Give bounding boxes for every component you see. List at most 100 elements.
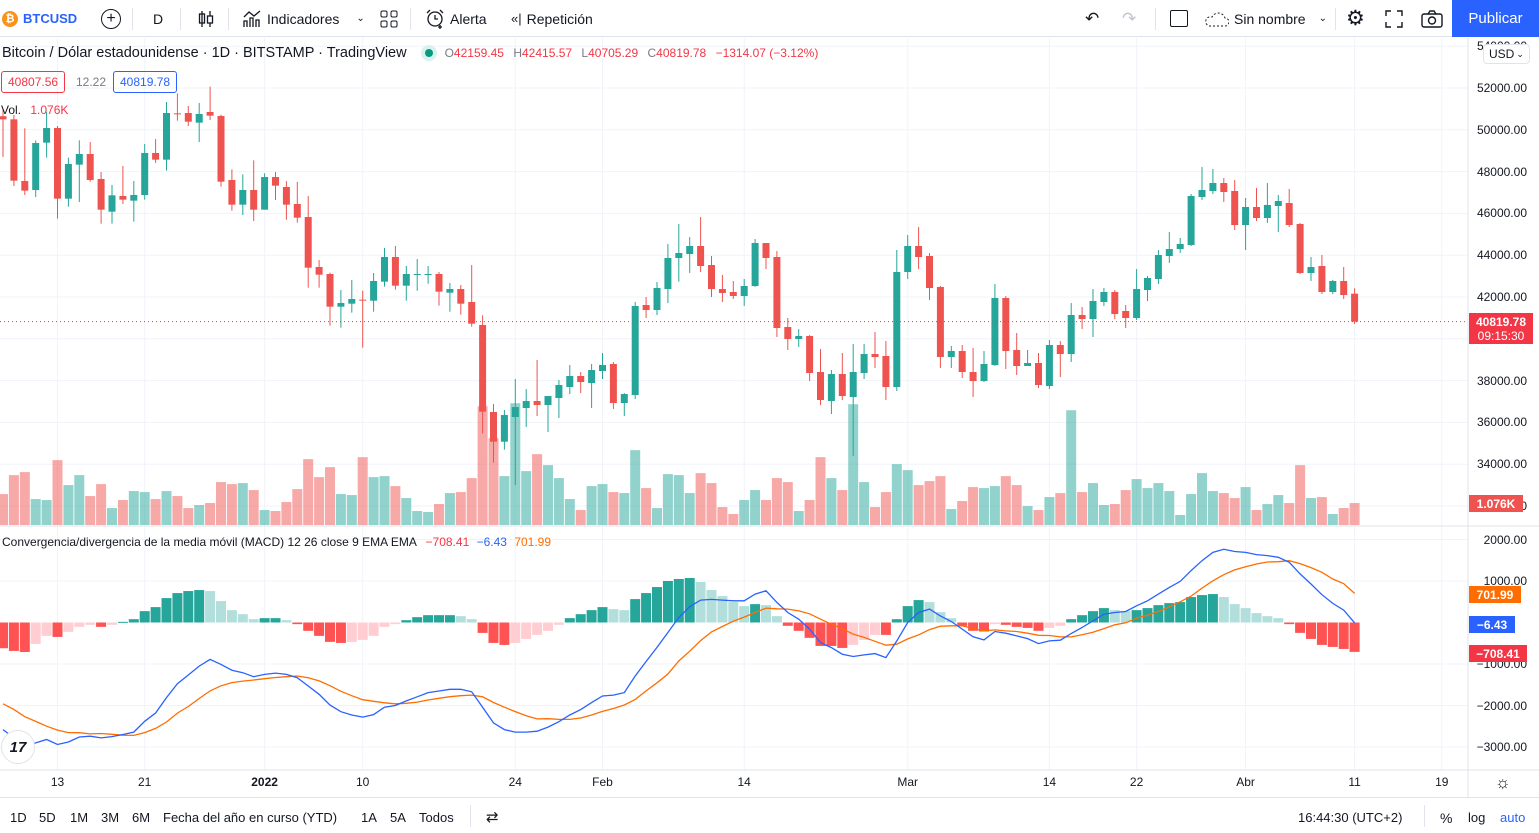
range-5y[interactable]: 5A: [390, 810, 406, 825]
macd-histogram-bar: [1066, 619, 1077, 623]
candle-body: [947, 351, 955, 358]
candle-body: [969, 372, 977, 382]
publish-button[interactable]: Publicar: [1452, 0, 1539, 37]
volume-bar: [1251, 510, 1262, 525]
range-1y[interactable]: 1A: [361, 810, 377, 825]
symbol-title[interactable]: Bitcoin / Dólar estadounidense · 1D · BI…: [2, 45, 407, 61]
candle-body: [424, 274, 432, 276]
compare-symbol-button[interactable]: +: [101, 0, 121, 37]
volume-bar: [85, 496, 96, 525]
volume-bar: [1033, 510, 1044, 525]
settings-button[interactable]: ⚙: [1346, 0, 1365, 37]
undo-button[interactable]: ↶: [1085, 0, 1099, 37]
replay-button[interactable]: «| Repetición: [511, 0, 593, 37]
camera-icon: [1421, 9, 1443, 28]
macd-histogram-bar: [1284, 622, 1295, 625]
time-tick-label: 11: [1348, 775, 1361, 789]
macd-histogram-bar: [1186, 597, 1197, 623]
macd-histogram-bar: [1000, 622, 1011, 625]
candle-body: [664, 258, 672, 290]
square-icon: [1170, 10, 1188, 27]
go-to-date-button[interactable]: ⇄: [486, 808, 499, 826]
candle-body: [21, 181, 29, 191]
volume-bar: [771, 478, 782, 525]
tradingview-logo-icon: 17: [9, 738, 27, 756]
candle-body: [381, 256, 388, 282]
layout-button[interactable]: [1170, 0, 1188, 37]
range-6m[interactable]: 6M: [132, 810, 151, 825]
alert-button[interactable]: Alerta: [425, 0, 487, 37]
range-ytd[interactable]: Fecha del año en curso (YTD): [163, 810, 338, 825]
range-all[interactable]: Todos: [419, 810, 454, 825]
sell-price-button[interactable]: 40807.56: [1, 71, 66, 93]
fullscreen-button[interactable]: [1385, 0, 1403, 37]
macd-histogram-bar: [913, 600, 924, 623]
divider: [470, 805, 471, 827]
indicators-button[interactable]: Indicadores ⌄: [242, 0, 365, 37]
volume-bar: [1131, 479, 1142, 525]
macd-title[interactable]: Convergencia/divergencia de la media móv…: [2, 535, 417, 549]
macd-histogram-bar: [390, 622, 401, 625]
buy-price-button[interactable]: 40819.78: [113, 71, 178, 93]
macd-histogram-bar: [564, 618, 575, 623]
chevron-down-icon[interactable]: ⌄: [356, 13, 365, 24]
volume-bar: [989, 486, 1000, 525]
macd-histogram-bar: [30, 622, 41, 644]
tradingview-logo[interactable]: 17: [1, 730, 35, 764]
log-scale-toggle[interactable]: log: [1468, 810, 1486, 825]
candle-body: [1263, 204, 1271, 218]
macd-histogram-bar: [510, 622, 521, 643]
templates-button[interactable]: [380, 0, 398, 37]
macd-histogram-bar: [303, 622, 314, 631]
candle-body: [64, 163, 72, 199]
layout-name-button[interactable]: Sin nombre ⌄: [1205, 0, 1327, 37]
candle-body: [577, 376, 585, 383]
volume-bar: [379, 476, 390, 525]
symbol-search-button[interactable]: ₿ BTCUSD: [2, 0, 77, 37]
candle-body: [1231, 190, 1239, 225]
candle-body: [1209, 183, 1217, 191]
divider: [132, 8, 133, 30]
percent-scale-toggle[interactable]: %: [1440, 810, 1453, 826]
macd-histogram-bar: [455, 616, 466, 623]
interval-button[interactable]: D: [153, 0, 163, 37]
chart-settings-button[interactable]: ☼: [1495, 773, 1511, 793]
candle-body: [1089, 301, 1097, 320]
currency-button[interactable]: USD ⌄: [1483, 44, 1530, 64]
volume-bar: [532, 454, 543, 525]
auto-scale-toggle[interactable]: auto: [1500, 810, 1526, 825]
volume-label[interactable]: Vol.: [1, 103, 22, 117]
volume-bar: [477, 406, 488, 525]
macd-histogram-bar: [880, 622, 891, 635]
macd-histogram-bar: [1251, 613, 1262, 623]
macd-histogram-bar: [870, 622, 880, 635]
candle-body: [980, 364, 988, 382]
macd-histogram-bar: [139, 611, 150, 623]
macd-histogram-bar: [641, 593, 652, 623]
snapshot-button[interactable]: [1421, 0, 1443, 37]
range-5d[interactable]: 5D: [39, 810, 56, 825]
clock-timezone[interactable]: 16:44:30 (UTC+2): [1298, 810, 1403, 825]
candle-body: [718, 289, 726, 294]
volume-bar: [357, 457, 368, 525]
volume-bar: [314, 477, 325, 525]
volume-bar: [74, 475, 85, 525]
volume-bar: [499, 476, 510, 525]
candle-body: [130, 195, 138, 201]
candle-body: [915, 246, 923, 257]
macd-histogram-bar: [597, 607, 608, 623]
redo-button[interactable]: ↷: [1122, 0, 1136, 37]
volume-bar: [891, 464, 902, 525]
chart-type-button[interactable]: [197, 0, 215, 37]
volume-bar: [1229, 498, 1240, 525]
volume-bar: [1207, 491, 1218, 525]
macd-histogram-bar: [226, 610, 237, 623]
range-1d[interactable]: 1D: [10, 810, 27, 825]
macd-histogram-bar: [673, 579, 684, 623]
range-3m[interactable]: 3M: [101, 810, 120, 825]
chart-canvas[interactable]: [0, 38, 1539, 797]
candle-body: [446, 289, 454, 293]
candle-body: [195, 113, 203, 123]
range-1m[interactable]: 1M: [70, 810, 89, 825]
candle-body: [566, 376, 574, 388]
